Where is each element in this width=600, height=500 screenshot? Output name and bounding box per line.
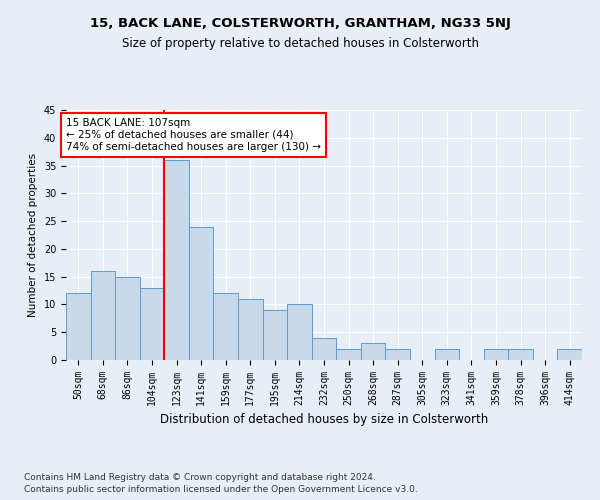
- Text: Size of property relative to detached houses in Colsterworth: Size of property relative to detached ho…: [121, 38, 479, 51]
- Bar: [385, 349, 410, 360]
- Bar: [434, 349, 459, 360]
- Bar: [115, 276, 140, 360]
- Bar: [336, 349, 361, 360]
- Text: Contains HM Land Registry data © Crown copyright and database right 2024.: Contains HM Land Registry data © Crown c…: [24, 472, 376, 482]
- Bar: [361, 344, 385, 360]
- Bar: [189, 226, 214, 360]
- X-axis label: Distribution of detached houses by size in Colsterworth: Distribution of detached houses by size …: [160, 414, 488, 426]
- Text: 15, BACK LANE, COLSTERWORTH, GRANTHAM, NG33 5NJ: 15, BACK LANE, COLSTERWORTH, GRANTHAM, N…: [89, 18, 511, 30]
- Bar: [263, 310, 287, 360]
- Bar: [312, 338, 336, 360]
- Bar: [238, 299, 263, 360]
- Text: 15 BACK LANE: 107sqm
← 25% of detached houses are smaller (44)
74% of semi-detac: 15 BACK LANE: 107sqm ← 25% of detached h…: [66, 118, 321, 152]
- Bar: [484, 349, 508, 360]
- Bar: [287, 304, 312, 360]
- Bar: [164, 160, 189, 360]
- Bar: [91, 271, 115, 360]
- Y-axis label: Number of detached properties: Number of detached properties: [28, 153, 38, 317]
- Bar: [508, 349, 533, 360]
- Bar: [214, 294, 238, 360]
- Text: Contains public sector information licensed under the Open Government Licence v3: Contains public sector information licen…: [24, 485, 418, 494]
- Bar: [557, 349, 582, 360]
- Bar: [140, 288, 164, 360]
- Bar: [66, 294, 91, 360]
